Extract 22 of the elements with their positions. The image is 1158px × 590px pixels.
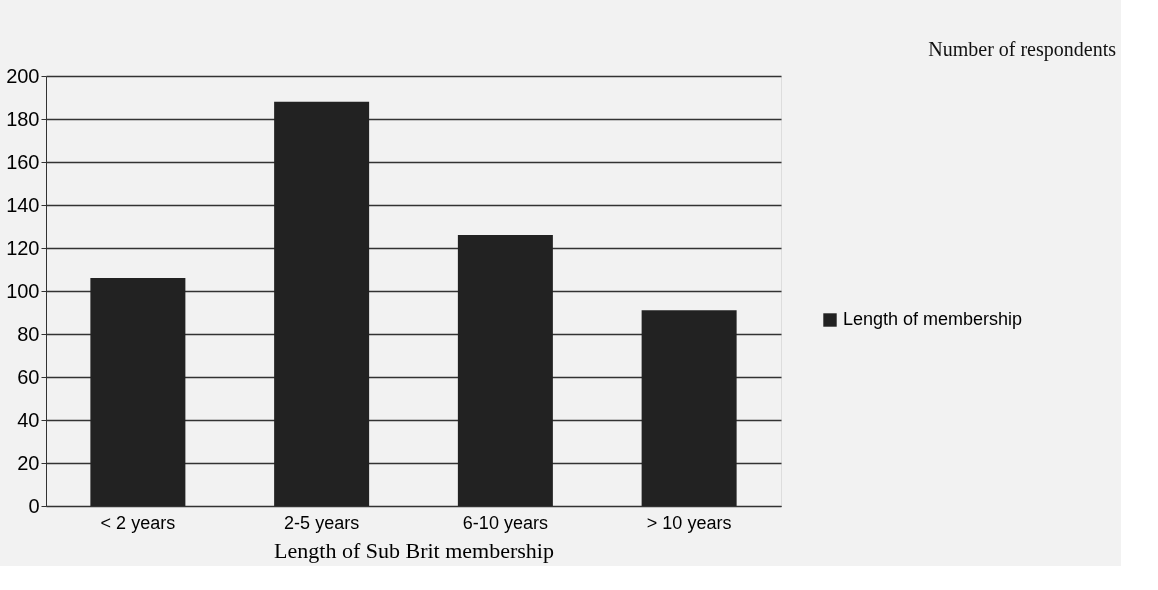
y-tick-label: 120 — [6, 236, 40, 259]
bar — [457, 235, 553, 506]
y-tick-label: 80 — [17, 322, 40, 345]
bar — [641, 310, 737, 506]
x-axis-title: Length of Sub Brit membership — [274, 537, 554, 563]
y-tick-label: 40 — [17, 408, 40, 431]
y-tick-label: 180 — [6, 107, 40, 130]
y-tick-label: 200 — [6, 64, 40, 87]
x-tick-label: > 10 years — [646, 512, 732, 533]
text: Number of respondents — [928, 38, 1117, 61]
x-tick-label: < 2 years — [100, 512, 176, 533]
x-tick-label: 6-10 years — [462, 512, 548, 533]
x-tick-label: 2-5 years — [284, 512, 360, 533]
y-tick-label: 100 — [6, 279, 40, 302]
y-tick-label: 20 — [17, 451, 40, 474]
legend-label: Length of membership — [843, 309, 1023, 329]
y-tick-label: 140 — [6, 193, 40, 216]
y-tick-label: 160 — [6, 150, 40, 173]
y-tick-label: 60 — [17, 365, 40, 388]
bar — [90, 278, 186, 506]
bar — [274, 101, 370, 506]
y-tick-label: 0 — [28, 494, 40, 517]
